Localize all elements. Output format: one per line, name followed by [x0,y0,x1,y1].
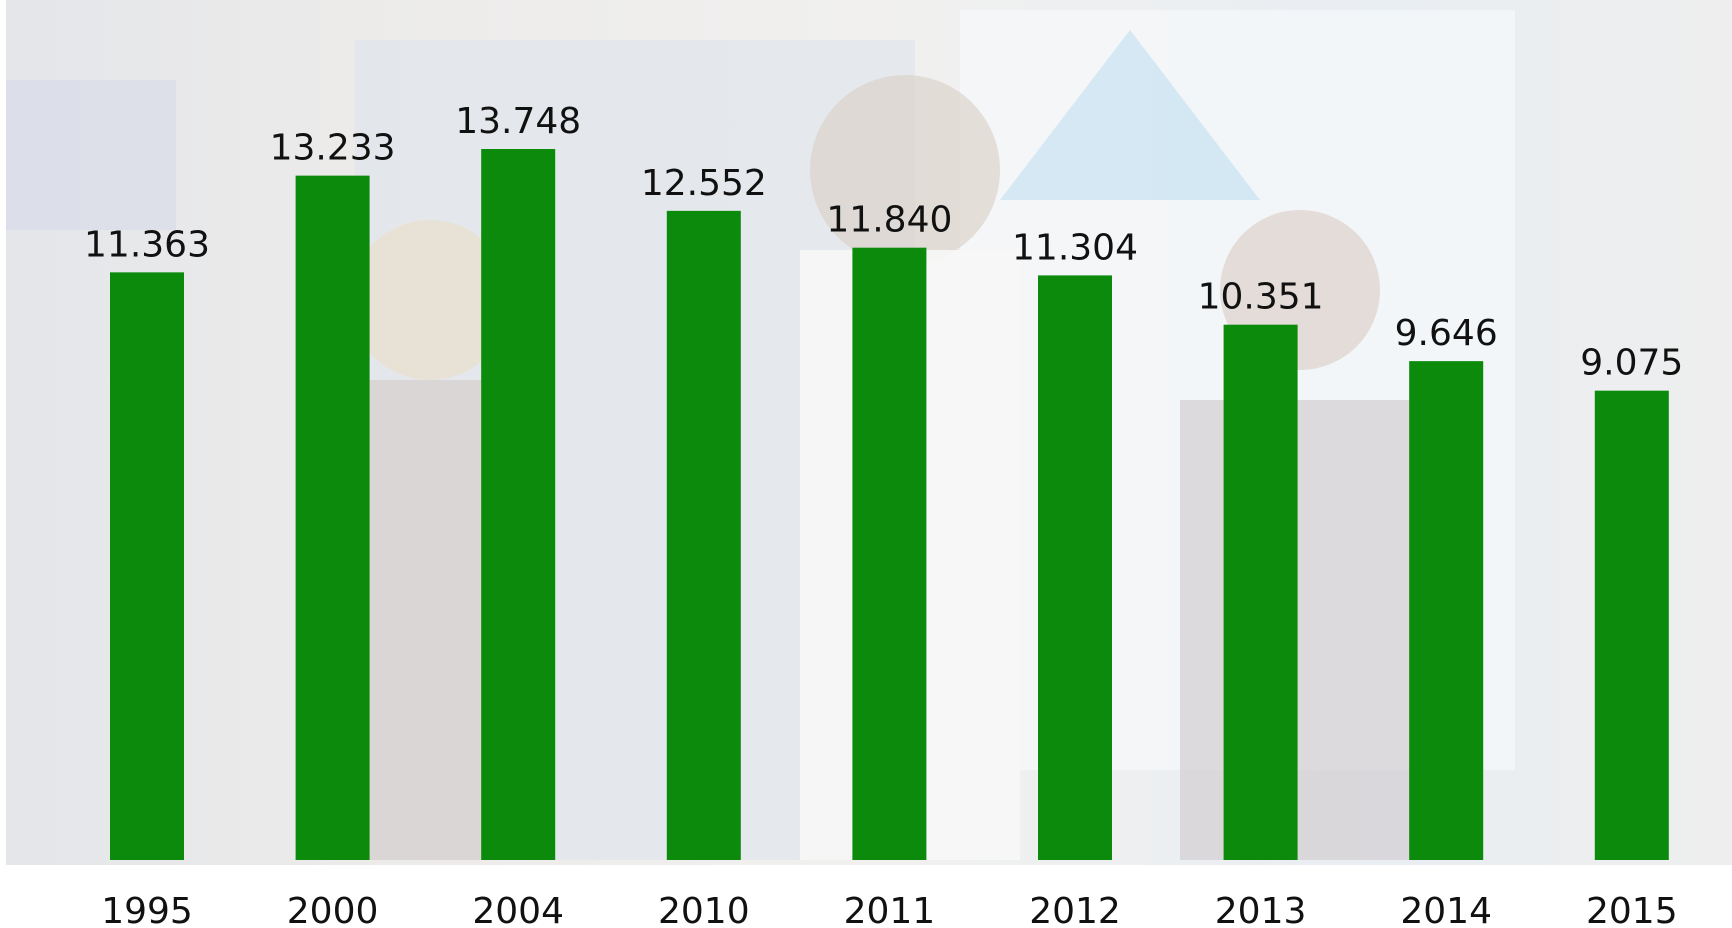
x-tick-label: 1995 [101,891,193,928]
bar [110,272,184,860]
bar [1409,361,1483,860]
x-tick-label: 2011 [844,891,936,928]
x-tick-label: 2013 [1215,891,1307,928]
x-tick-label: 2010 [658,891,750,928]
value-label: 11.840 [826,200,952,241]
page: {"chart_data": {"type": "bar", "categori… [0,0,1732,928]
value-label: 11.363 [84,224,210,265]
bar [1595,391,1669,860]
value-label: 13.233 [270,128,396,169]
bar [481,149,555,860]
bar [667,211,741,860]
x-tick-label: 2014 [1400,891,1492,928]
x-tick-label: 2000 [287,891,379,928]
value-label: 12.552 [641,163,767,204]
x-tick-label: 2015 [1586,891,1678,928]
value-label: 10.351 [1198,277,1324,318]
x-tick-label: 2004 [472,891,564,928]
bar [296,176,370,860]
x-tick-label: 2012 [1029,891,1121,928]
bar [852,248,926,860]
value-label: 9.646 [1395,313,1498,354]
value-label: 9.075 [1580,343,1683,384]
value-label: 13.748 [455,101,581,142]
value-label: 11.304 [1012,227,1138,268]
chart: 11.363 1995 13.233 2000 13.748 2004 12.552 2010… [0,0,1732,928]
bar [1038,275,1112,860]
bar [1224,325,1298,860]
